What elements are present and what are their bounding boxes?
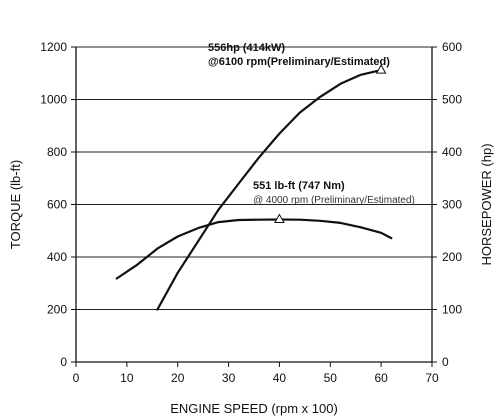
right-y-tick-label: 600 bbox=[442, 40, 462, 54]
torque-annotation-line1: 551 lb-ft (747 Nm) bbox=[253, 180, 345, 192]
right-y-tick-label: 400 bbox=[442, 145, 462, 159]
left-y-tick-label: 1000 bbox=[40, 93, 67, 107]
left-y-tick-label: 600 bbox=[47, 198, 67, 212]
torque-peak-marker bbox=[274, 213, 285, 223]
right-y-tick-label: 0 bbox=[442, 355, 449, 369]
horsepower-annotation-line1: 556hp (414kW) bbox=[208, 42, 285, 54]
horsepower-curve bbox=[156, 68, 383, 311]
x-tick-label: 60 bbox=[374, 371, 388, 385]
x-tick-label: 0 bbox=[73, 371, 80, 385]
left-y-tick-label: 1200 bbox=[40, 40, 67, 54]
right-y-tick-label: 300 bbox=[442, 198, 462, 212]
left-y-tick-label: 200 bbox=[47, 303, 67, 317]
tick-label-layer: 0200400600800100012000100200300400500600… bbox=[40, 40, 462, 385]
x-tick-label: 20 bbox=[171, 371, 185, 385]
left-y-axis-title: TORQUE (lb-ft) bbox=[8, 160, 23, 249]
left-y-tick-label: 0 bbox=[60, 355, 67, 369]
left-y-tick-label: 800 bbox=[47, 145, 67, 159]
grid-layer bbox=[76, 46, 432, 311]
x-tick-label: 10 bbox=[120, 371, 134, 385]
torque-curve bbox=[115, 218, 393, 280]
x-tick-label: 70 bbox=[425, 371, 439, 385]
series-layer bbox=[115, 64, 393, 311]
x-tick-label: 40 bbox=[273, 371, 287, 385]
right-y-tick-label: 200 bbox=[442, 250, 462, 264]
x-tick-label: 50 bbox=[324, 371, 338, 385]
horsepower-peak-marker bbox=[375, 64, 387, 74]
x-axis-title: ENGINE SPEED (rpm x 100) bbox=[170, 401, 338, 416]
annotation-layer: 556hp (414kW) @6100 rpm(Preliminary/Esti… bbox=[208, 42, 415, 206]
torque-annotation-line2: @ 4000 rpm (Preliminary/Estimated) bbox=[253, 195, 415, 206]
horsepower-annotation-line2: @6100 rpm(Preliminary/Estimated) bbox=[208, 56, 390, 68]
right-y-tick-label: 100 bbox=[442, 303, 462, 317]
right-y-axis-title: HORSEPOWER (hp) bbox=[479, 143, 494, 265]
x-tick-label: 30 bbox=[222, 371, 236, 385]
left-y-tick-label: 400 bbox=[47, 250, 67, 264]
right-y-tick-label: 500 bbox=[442, 93, 462, 107]
